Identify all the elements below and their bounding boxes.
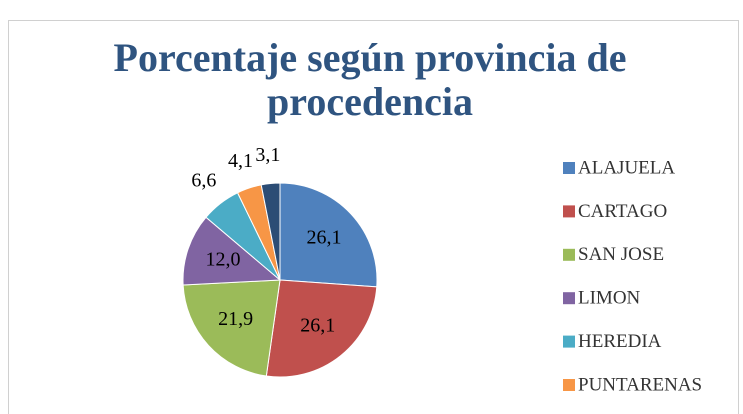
- legend-label: PUNTARENAS: [578, 374, 702, 395]
- legend-label: CARTAGO: [578, 201, 667, 222]
- legend-label: ALAJUELA: [578, 157, 675, 178]
- legend-swatch: [563, 248, 575, 261]
- legend-label: LIMON: [578, 288, 641, 309]
- chart-border: [8, 20, 739, 414]
- legend-label: HEREDIA: [578, 331, 662, 352]
- pie-slice: [260, 182, 281, 281]
- legend-swatch: [563, 335, 575, 348]
- chart-title: Porcentaje según provincia de procedenci…: [113, 35, 627, 124]
- data-label: 26,1: [307, 227, 342, 249]
- data-label: 21,9: [218, 308, 253, 330]
- data-label: 26,1: [300, 314, 335, 336]
- legend-swatch: [563, 292, 575, 305]
- data-label: 4,1: [228, 150, 253, 172]
- legend-swatch: [563, 162, 575, 174]
- legend-swatch: [563, 205, 575, 218]
- pie-slice: [279, 182, 378, 288]
- data-label: 6,6: [191, 170, 216, 192]
- legend-label: SAN JOSE: [578, 244, 664, 265]
- data-label: 3,1: [255, 144, 280, 166]
- pie-slice: [265, 279, 378, 378]
- pie-slice: [182, 216, 282, 286]
- pie-slice: [182, 279, 281, 377]
- data-label: 12,0: [206, 248, 241, 270]
- legend-swatch: [563, 379, 575, 391]
